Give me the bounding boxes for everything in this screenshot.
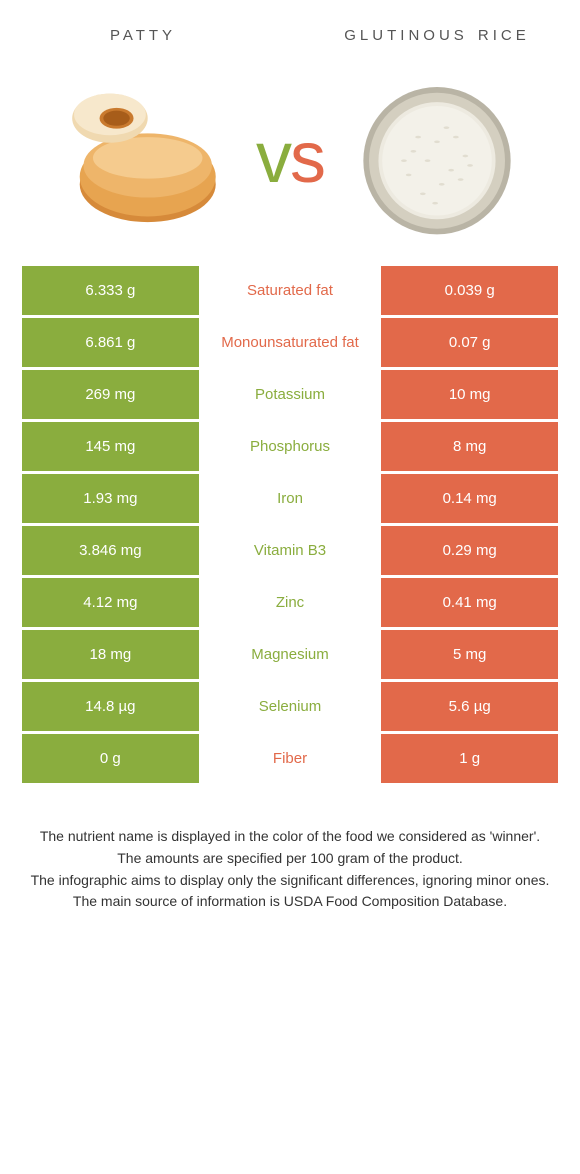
left-value: 3.846 mg bbox=[22, 526, 199, 575]
nutrient-row: 3.846 mgVitamin B30.29 mg bbox=[22, 526, 558, 575]
vs-s: s bbox=[290, 118, 324, 198]
right-value: 5 mg bbox=[381, 630, 558, 679]
left-value: 269 mg bbox=[22, 370, 199, 419]
right-value: 8 mg bbox=[381, 422, 558, 471]
nutrient-label: Fiber bbox=[202, 734, 379, 783]
nutrient-row: 14.8 µgSelenium5.6 µg bbox=[22, 682, 558, 731]
left-value: 6.333 g bbox=[22, 266, 199, 315]
nutrient-row: 269 mgPotassium10 mg bbox=[22, 370, 558, 419]
vs-label: vs bbox=[256, 117, 324, 199]
footer-line-1: The nutrient name is displayed in the co… bbox=[28, 826, 552, 848]
left-food-title: patty bbox=[30, 20, 256, 46]
right-value: 0.14 mg bbox=[381, 474, 558, 523]
left-value: 0 g bbox=[22, 734, 199, 783]
right-food-column: glutinous rice bbox=[324, 20, 550, 246]
nutrient-label: Phosphorus bbox=[202, 422, 379, 471]
left-value: 18 mg bbox=[22, 630, 199, 679]
nutrient-row: 4.12 mgZinc0.41 mg bbox=[22, 578, 558, 627]
left-value: 6.861 g bbox=[22, 318, 199, 367]
right-value: 5.6 µg bbox=[381, 682, 558, 731]
nutrient-row: 145 mgPhosphorus8 mg bbox=[22, 422, 558, 471]
nutrient-label: Vitamin B3 bbox=[202, 526, 379, 575]
nutrient-label: Iron bbox=[202, 474, 379, 523]
nutrient-table: 6.333 gSaturated fat0.039 g6.861 gMonoun… bbox=[22, 266, 558, 783]
right-value: 10 mg bbox=[381, 370, 558, 419]
footer-notes: The nutrient name is displayed in the co… bbox=[0, 786, 580, 943]
nutrient-row: 1.93 mgIron0.14 mg bbox=[22, 474, 558, 523]
right-value: 0.039 g bbox=[381, 266, 558, 315]
left-food-column: patty bbox=[30, 20, 256, 246]
vs-v: v bbox=[256, 118, 290, 198]
footer-line-2: The amounts are specified per 100 gram o… bbox=[28, 848, 552, 870]
left-value: 145 mg bbox=[22, 422, 199, 471]
nutrient-label: Monounsaturated fat bbox=[202, 318, 379, 367]
nutrient-label: Potassium bbox=[202, 370, 379, 419]
patty-image bbox=[53, 66, 233, 246]
footer-line-3: The infographic aims to display only the… bbox=[28, 870, 552, 892]
footer-line-4: The main source of information is USDA F… bbox=[28, 891, 552, 913]
right-value: 0.41 mg bbox=[381, 578, 558, 627]
left-value: 1.93 mg bbox=[22, 474, 199, 523]
right-value: 1 g bbox=[381, 734, 558, 783]
nutrient-row: 6.333 gSaturated fat0.039 g bbox=[22, 266, 558, 315]
nutrient-row: 6.861 gMonounsaturated fat0.07 g bbox=[22, 318, 558, 367]
nutrient-label: Selenium bbox=[202, 682, 379, 731]
nutrient-label: Saturated fat bbox=[202, 266, 379, 315]
left-value: 14.8 µg bbox=[22, 682, 199, 731]
nutrient-row: 0 gFiber1 g bbox=[22, 734, 558, 783]
rice-image bbox=[347, 66, 527, 246]
right-food-title: glutinous rice bbox=[324, 20, 550, 46]
nutrient-label: Zinc bbox=[202, 578, 379, 627]
nutrient-row: 18 mgMagnesium5 mg bbox=[22, 630, 558, 679]
nutrient-label: Magnesium bbox=[202, 630, 379, 679]
left-value: 4.12 mg bbox=[22, 578, 199, 627]
comparison-header: patty vs glutinous rice bbox=[0, 0, 580, 256]
right-value: 0.29 mg bbox=[381, 526, 558, 575]
right-value: 0.07 g bbox=[381, 318, 558, 367]
